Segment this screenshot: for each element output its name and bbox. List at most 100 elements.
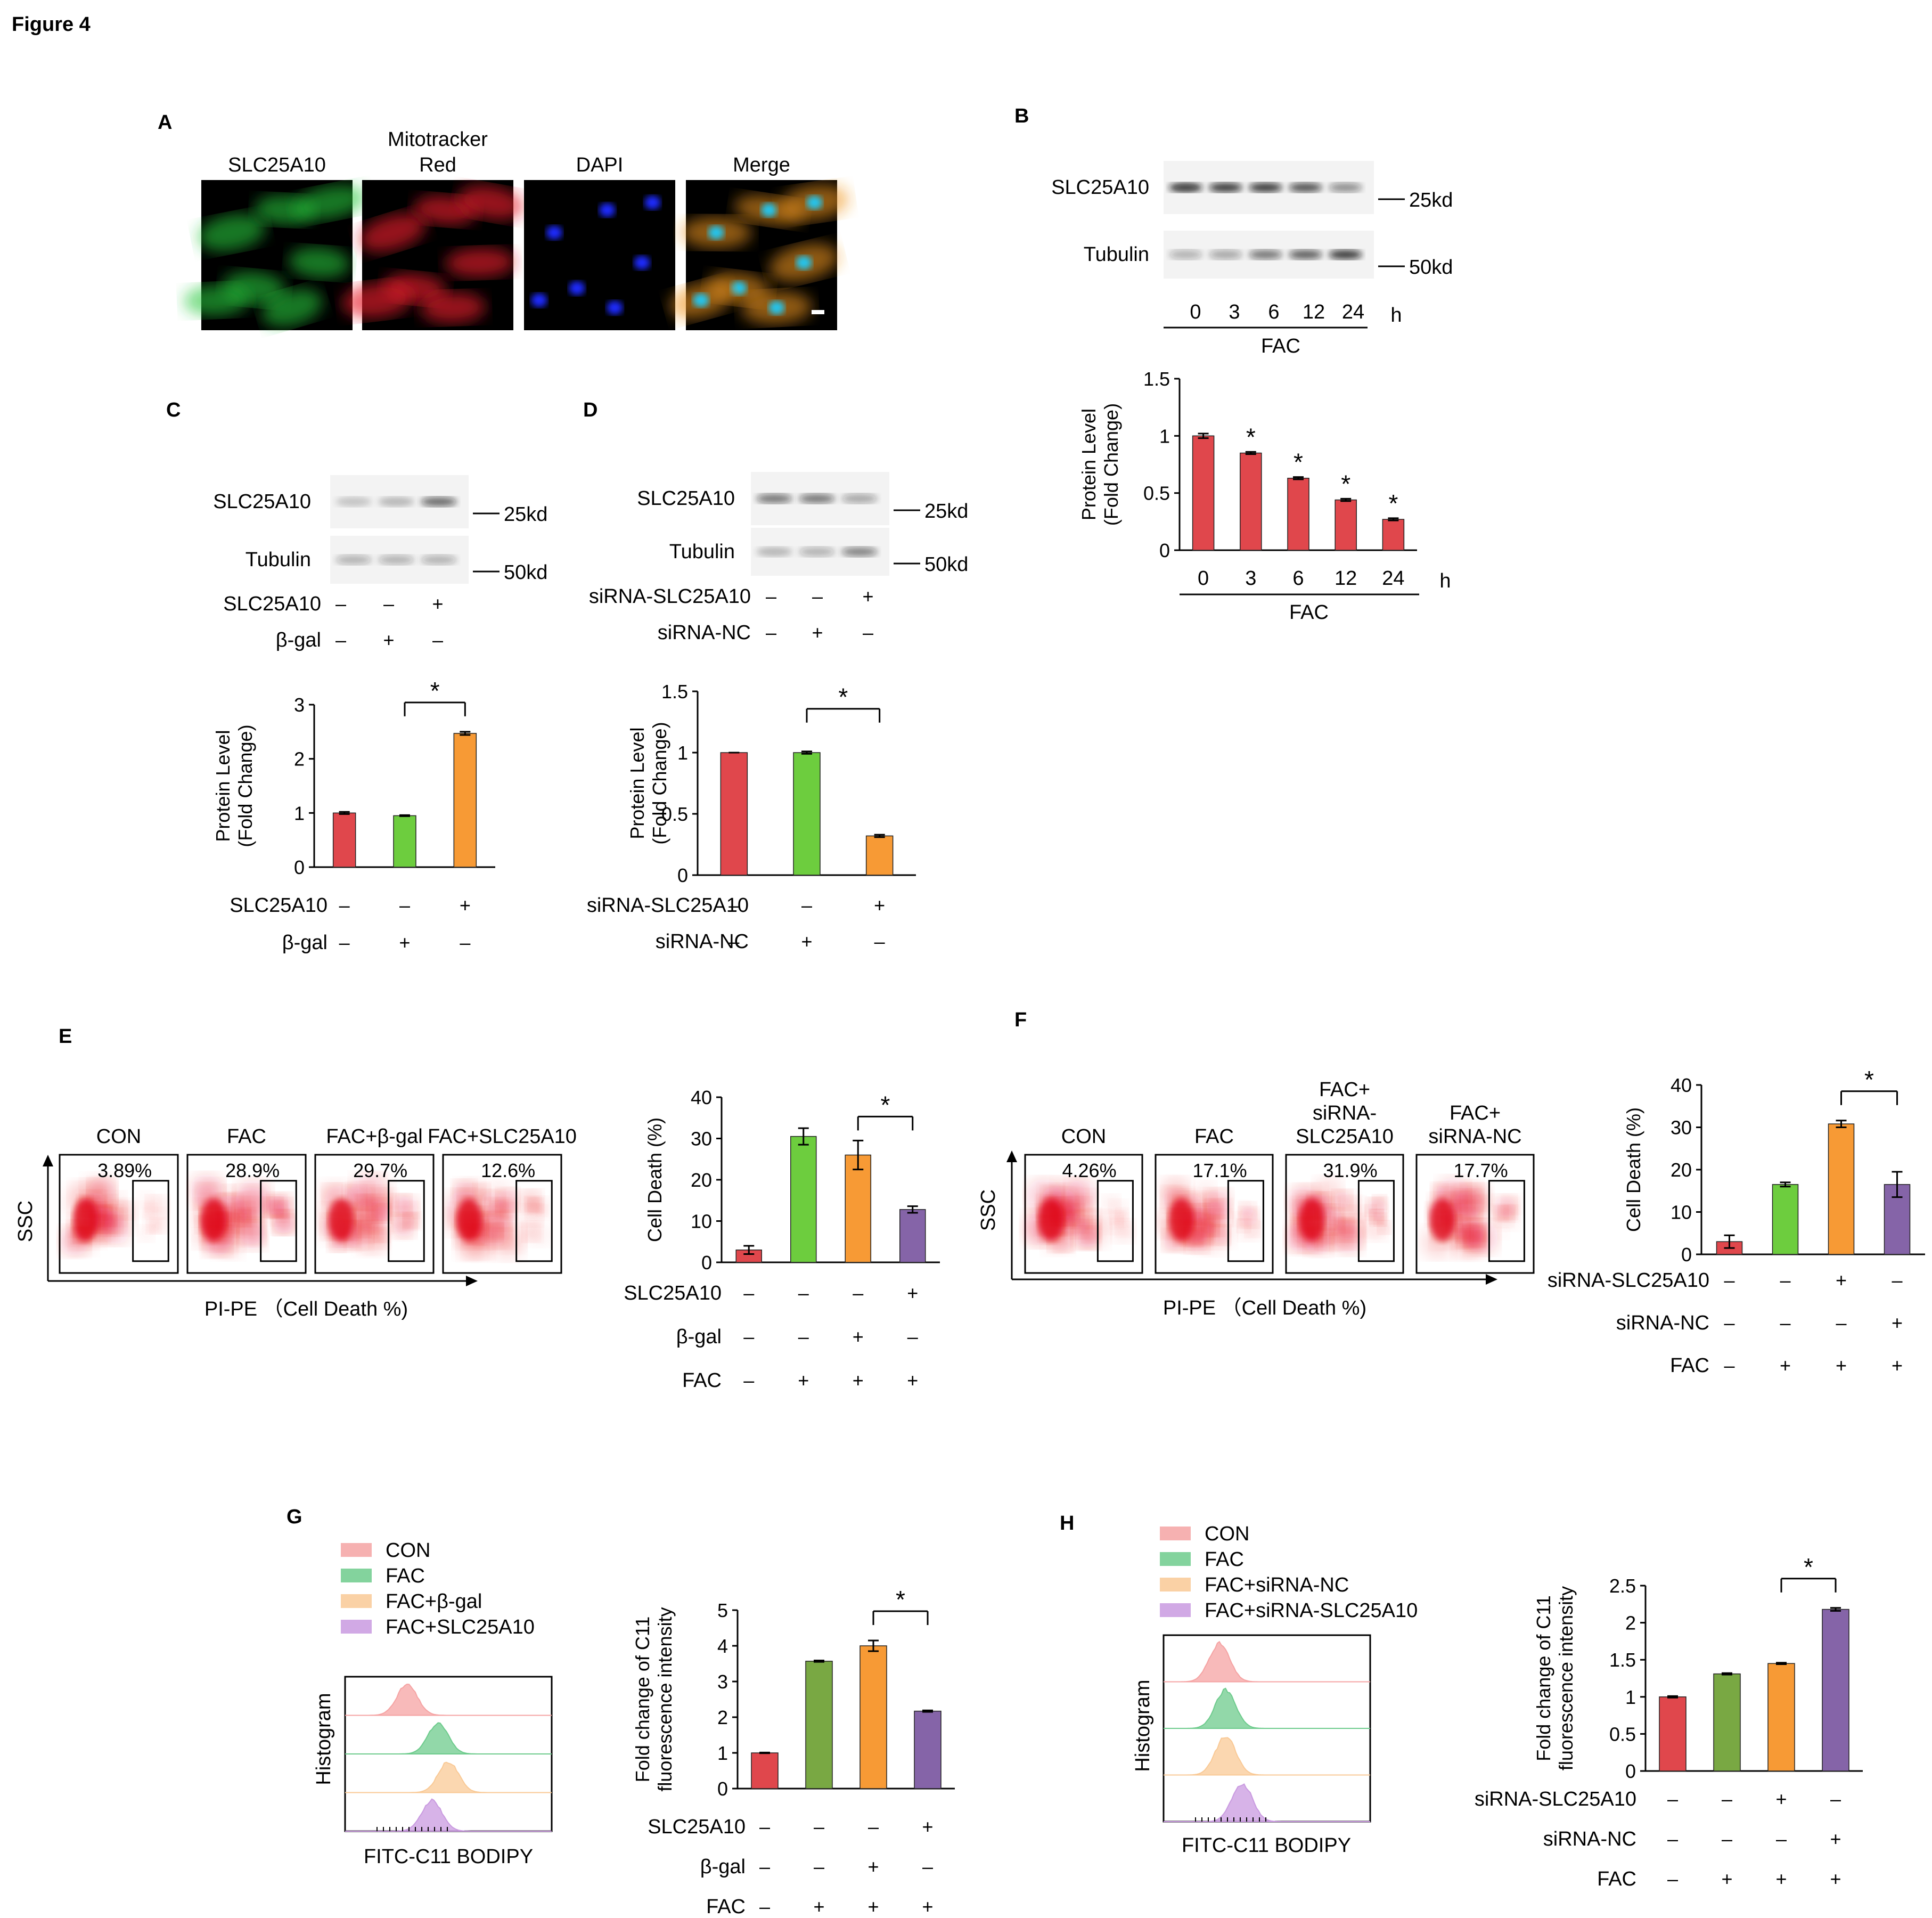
condition-sign: – [759, 1856, 770, 1878]
condition-sign: – [728, 894, 739, 916]
y-tick-label: 0 [1681, 1244, 1692, 1266]
panel-label: B [1014, 105, 1029, 127]
marker-label: 25kd [924, 500, 968, 523]
panel-g: G CON FAC FAC+β-gal FAC+SLC25A10 Histogram FIT… [286, 1506, 553, 1868]
condition-name: FAC [706, 1896, 746, 1918]
condition-sign: + [867, 1896, 879, 1917]
condition-sign: – [383, 593, 394, 615]
density-core [1299, 1198, 1325, 1242]
density-blob [1237, 1219, 1250, 1233]
image-title: Red [419, 154, 456, 176]
gate-percentage: 12.6% [481, 1160, 535, 1181]
legend-label: FAC+siRNA-NC [1205, 1574, 1349, 1596]
y-tick-label: 1.5 [661, 681, 688, 703]
bar-chart-G: 0 1 2 3 4 5 Fold change of C11 fluorescence int… [632, 1586, 955, 1800]
y-axis-title: Fold change of C11 [1533, 1595, 1554, 1761]
gate-percentage: 28.9% [225, 1160, 280, 1181]
gate [1227, 1180, 1264, 1262]
condition-sign: + [798, 1369, 809, 1391]
x-unit: h [1439, 570, 1451, 592]
microscopy-image-blue: DAPI [524, 154, 675, 330]
gate [132, 1180, 169, 1262]
condition-sign: – [874, 931, 885, 952]
condition-name: FAC [1670, 1354, 1709, 1377]
density-blob [521, 1204, 543, 1226]
condition-name: siRNA-NC [656, 931, 749, 953]
blot-band [1329, 183, 1362, 192]
y-tick-label: 2.5 [1609, 1575, 1636, 1597]
figure-title: Figure 4 [12, 13, 91, 36]
bar [751, 1752, 779, 1789]
condition-sign: – [460, 932, 470, 953]
bar-chart-C: 0 1 2 3 Protein Level (Fold Change) * [212, 677, 495, 878]
legend-label: FAC [386, 1565, 425, 1587]
legend-swatch [341, 1620, 372, 1634]
y-tick-label: 0.5 [1143, 483, 1170, 504]
plot-title: SLC25A10 [1296, 1125, 1394, 1148]
flow-y-label: SSC [977, 1189, 1000, 1231]
y-tick-label: 0.5 [661, 803, 688, 825]
x-tick-label: 0 [1198, 567, 1209, 590]
y-tick-label: 20 [1671, 1159, 1692, 1181]
legend-swatch [1160, 1552, 1191, 1566]
condition-sign: – [339, 932, 350, 953]
condition-sign: – [743, 1326, 754, 1348]
gate [388, 1180, 425, 1262]
blot-band [335, 497, 372, 507]
y-axis-title: fluorescence intensity [654, 1607, 676, 1791]
flow-plot: 3.89% CON [59, 1125, 179, 1274]
gate-percentage: 31.9% [1323, 1160, 1378, 1181]
condition-sign: – [1724, 1354, 1734, 1376]
flow-plot: 4.26% CON [1022, 1125, 1143, 1274]
cell [183, 284, 250, 316]
condition-sign: + [922, 1896, 933, 1917]
bar [393, 815, 416, 868]
plot-title: FAC+ [1319, 1079, 1370, 1101]
density-core [1168, 1198, 1194, 1242]
blot-row-name: Tubulin [1084, 243, 1149, 266]
legend-label: FAC+siRNA-SLC25A10 [1205, 1599, 1418, 1622]
arrow-head [466, 1276, 478, 1286]
density-blob [1205, 1189, 1232, 1217]
flow-x-label: PI-PE （Cell Death %) [1163, 1297, 1366, 1319]
y-axis-title: (Fold Change) [649, 722, 670, 844]
density-core [1429, 1198, 1455, 1242]
density-blob [1054, 1233, 1073, 1252]
microscopy-image-green: SLC25A10 [183, 154, 366, 330]
bar [914, 1710, 942, 1789]
condition-sign: – [1830, 1788, 1841, 1810]
marker-label: 25kd [1409, 189, 1453, 211]
condition-sign: – [432, 629, 443, 651]
condition-sign: – [863, 622, 873, 643]
image-title: Mitotracker [388, 128, 488, 151]
microscopy-image-red: Mitotracker Red [342, 128, 524, 330]
nucleus [607, 300, 623, 315]
density-blob [489, 1222, 503, 1237]
y-tick-label: 0 [1625, 1760, 1636, 1782]
marker-label: 50kd [504, 561, 547, 584]
panel-e-conditions: SLC25A10– – – +β-gal – – + –FAC – + + + [624, 1282, 918, 1392]
western-blot-C: SLC25A10 25kd Tubulin 50kd [213, 475, 547, 584]
condition-sign: – [339, 894, 350, 916]
legend: CON FAC FAC+siRNA-NC FAC+siRNA-SLC25A10 [1160, 1523, 1418, 1622]
panel-a: A SLC25A10 Mitotracker Red DAPI Merge [158, 111, 849, 330]
blot-band [756, 494, 792, 503]
marker-label: 50kd [924, 553, 968, 576]
density-core [328, 1198, 354, 1242]
condition-sign: + [801, 931, 812, 952]
arrow-head [1006, 1150, 1017, 1162]
y-axis-title: Protein Level [626, 727, 648, 839]
condition-sign: – [1724, 1269, 1734, 1291]
condition-sign: + [1721, 1868, 1732, 1890]
condition-name: β-gal [700, 1856, 746, 1878]
blot-band [841, 547, 878, 557]
flow-plot: 17.1% FAC [1155, 1125, 1274, 1274]
y-tick-label: 0 [1159, 540, 1170, 561]
gate-percentage: 4.26% [1062, 1160, 1117, 1181]
significance-star: * [1388, 489, 1398, 517]
y-tick-label: 0 [294, 856, 305, 878]
cell [197, 214, 266, 251]
blot-band [421, 555, 457, 565]
histogram-curve [1164, 1687, 1370, 1729]
image-title: DAPI [576, 154, 624, 176]
